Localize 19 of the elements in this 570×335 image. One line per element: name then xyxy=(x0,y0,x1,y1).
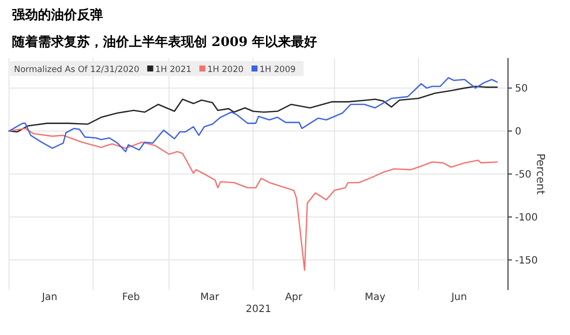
x-axis-title: 2021 xyxy=(246,304,272,315)
chart-title: 强劲的油价反弹 xyxy=(12,7,103,23)
legend-label: 1H 2020 xyxy=(207,65,244,75)
x-tick-label: Mar xyxy=(200,292,220,303)
legend-label: 1H 2021 xyxy=(155,65,192,75)
x-tick-label: Jan xyxy=(40,292,58,303)
y-tick-label: 50 xyxy=(515,84,528,95)
x-tick-label: Feb xyxy=(122,292,140,303)
chart-subtitle: 随着需求复苏，油价上半年表现创 2009 年以来最好 xyxy=(12,34,318,50)
x-tick-label: Jun xyxy=(450,292,467,303)
y-tick-label: -100 xyxy=(515,212,538,224)
y-axis-title: Percent xyxy=(534,153,547,196)
x-tick-label: Apr xyxy=(285,292,304,303)
y-tick-label: -150 xyxy=(515,255,538,266)
y-tick-label: -50 xyxy=(515,170,532,180)
legend-label: 1H 2009 xyxy=(260,65,296,75)
y-tick-label: 0 xyxy=(515,126,522,138)
x-tick-label: May xyxy=(364,292,386,303)
legend-title: Normalized As Of 12/31/2020 xyxy=(14,65,140,75)
